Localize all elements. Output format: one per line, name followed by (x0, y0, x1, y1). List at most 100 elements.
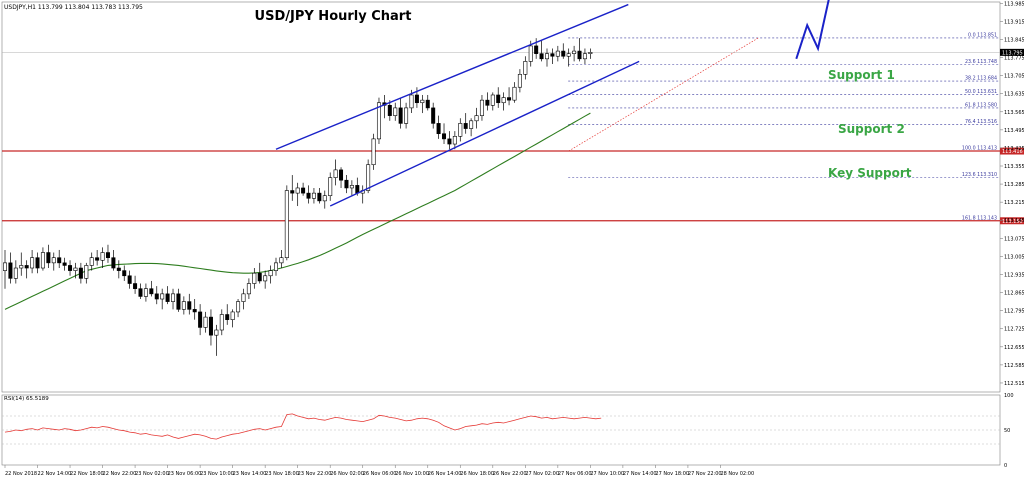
candle-body (122, 270, 127, 277)
candle-body (479, 99, 484, 116)
time-tick-label: 26 Nov 22:00 (493, 471, 527, 477)
fib-level-label: 161.8 113.143 (962, 215, 997, 221)
candle-body (295, 187, 300, 194)
time-tick-label: 28 Nov 02:00 (720, 471, 754, 477)
candle-body (225, 314, 230, 320)
candle-body (431, 107, 436, 124)
rsi-tick-label: 0 (1004, 463, 1007, 469)
candle-body (469, 120, 474, 129)
candle-body (100, 252, 105, 261)
candle-body (198, 311, 203, 328)
candle-body (376, 102, 381, 140)
candle-body (420, 99, 425, 104)
candle-body (73, 267, 78, 271)
candle-body (371, 138, 376, 166)
candle-body (230, 311, 235, 320)
candle-body (328, 177, 333, 197)
support-price-tag (1000, 147, 1024, 155)
fibonacci-levels: 0.0 113.851 23.6 113.748 38.2 113.684 50.0 … (2, 32, 1000, 221)
candle-body (474, 115, 479, 122)
candle-body (149, 288, 154, 295)
candle-body (404, 107, 409, 124)
time-tick-label: 27 Nov 10:00 (590, 471, 624, 477)
price-tick-label: 113.635 (1004, 92, 1024, 98)
price-axis: 113.985 113.915 113.845 113.775 113.705 113.6… (1000, 1, 1024, 387)
candle-body (219, 314, 224, 331)
fib-level-label: 38.2 113.684 (965, 76, 997, 82)
candle-body (539, 53, 544, 60)
candle-body (349, 185, 354, 189)
time-tick-label: 27 Nov 06:00 (558, 471, 592, 477)
time-tick-label: 27 Nov 14:00 (623, 471, 657, 477)
candle-body (306, 192, 311, 199)
candle-body (171, 293, 176, 302)
candle-body (138, 288, 143, 297)
candle-body (436, 123, 441, 135)
current-price-tag (1000, 48, 1024, 56)
key-support-label: Key Support (828, 166, 912, 180)
time-tick-label: 23 Nov 02:00 (135, 471, 169, 477)
support-price-label: 113.416 (1002, 149, 1023, 155)
candle-body (246, 283, 251, 295)
price-tick-label: 113.705 (1004, 74, 1024, 80)
candle-body (176, 293, 181, 310)
price-tick-label: 112.935 (1004, 272, 1024, 278)
candle-body (165, 293, 170, 302)
time-tick-label: 26 Nov 06:00 (363, 471, 397, 477)
candle-body (68, 265, 73, 271)
support-lines: 113.416 113.150 (2, 147, 1024, 225)
candle-body (566, 53, 571, 57)
candle-body (187, 301, 192, 310)
fib-trend-line (568, 37, 759, 152)
candle-body (208, 316, 213, 336)
candle-body (414, 94, 419, 104)
time-tick-label: 26 Nov 10:00 (395, 471, 429, 477)
candle-body (24, 265, 29, 269)
time-tick-label: 22 Nov 22:00 (103, 471, 137, 477)
time-tick-label: 27 Nov 18:00 (655, 471, 689, 477)
candle-body (214, 329, 219, 336)
candle-body (398, 107, 403, 124)
fib-level-label: 0.0 113.851 (968, 32, 997, 38)
projection-path (795, 0, 830, 60)
candle-body (181, 301, 186, 310)
price-tick-label: 112.655 (1004, 345, 1024, 351)
candle-body (8, 262, 13, 279)
candle-body (507, 97, 512, 101)
candle-body (452, 136, 457, 145)
candle-body (268, 270, 273, 277)
time-tick-label: 23 Nov 10:00 (200, 471, 234, 477)
candle-body (46, 252, 51, 264)
candle-body (62, 262, 67, 266)
candle-body (51, 257, 56, 264)
candle-body (116, 267, 121, 271)
candle-body (236, 301, 241, 313)
chart-labels: USDJPY,H1 113.799 113.804 113.783 113.79… (4, 4, 912, 402)
support-price-tag (1000, 217, 1024, 225)
time-tick-label: 27 Nov 22:00 (688, 471, 722, 477)
candle-body (111, 257, 116, 269)
fib-level-label: 23.6 113.748 (965, 59, 997, 65)
candle-body (490, 94, 495, 106)
candle-body (333, 169, 338, 178)
candle-body (344, 179, 349, 189)
support-2-label: Support 2 (838, 122, 905, 136)
price-tick-label: 113.285 (1004, 182, 1024, 188)
fib-level-label: 50.0 113.631 (965, 89, 997, 95)
price-tick-label: 113.215 (1004, 200, 1024, 206)
candle-body (322, 195, 327, 202)
candle-body (501, 97, 506, 104)
price-tick-label: 113.845 (1004, 37, 1024, 43)
price-tick-label: 112.865 (1004, 291, 1024, 297)
price-tick-label: 113.915 (1004, 19, 1024, 25)
candle-body (544, 53, 549, 60)
candle-body (555, 50, 560, 57)
candle-body (78, 267, 83, 279)
time-tick-label: 27 Nov 02:00 (525, 471, 559, 477)
candle-body (355, 185, 360, 194)
candle-body (95, 257, 100, 261)
time-tick-label: 22 Nov 18:00 (70, 471, 104, 477)
support-price-label: 113.150 (1002, 219, 1023, 225)
candle-body (57, 257, 62, 264)
current-price-label: 113.795 (1002, 50, 1023, 56)
